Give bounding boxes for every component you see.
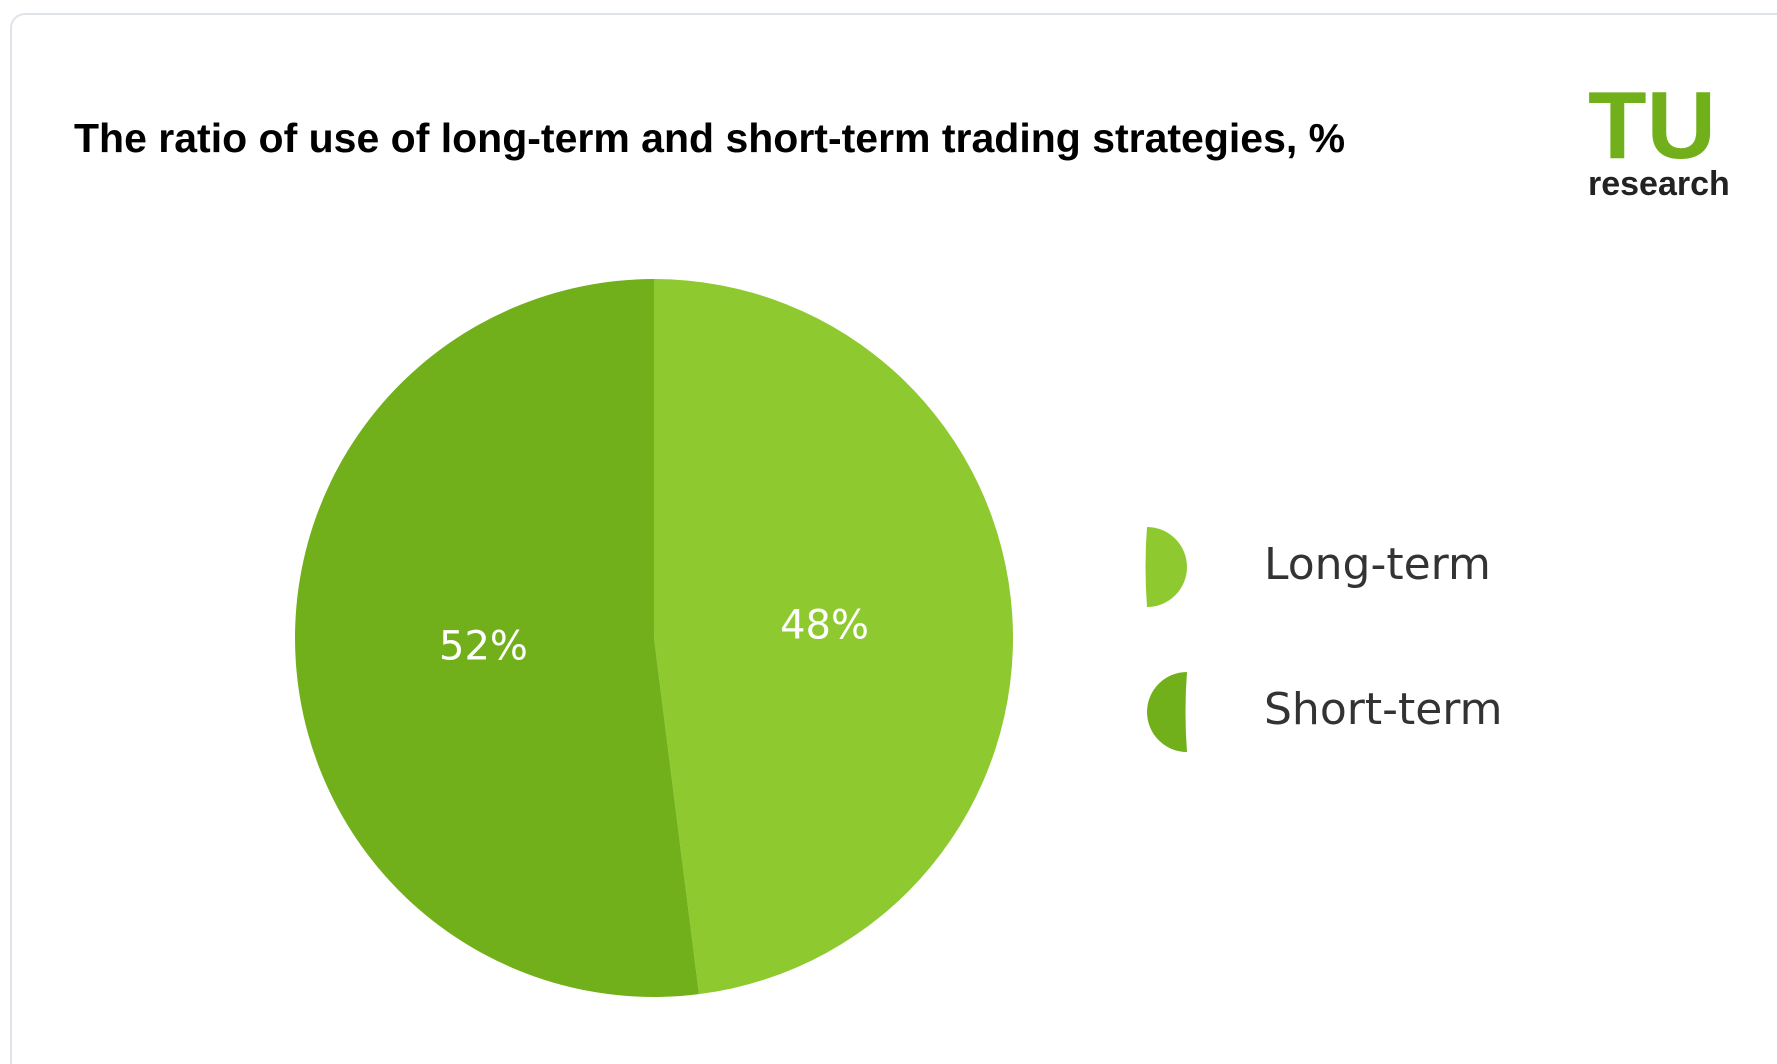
pie-slice [654,279,1014,995]
logo-mark: TU [1588,72,1716,179]
legend-label: Long-term [1264,539,1491,590]
value-label: 48% [780,602,869,648]
pie-slice [295,279,699,997]
logo-text: research [1588,165,1730,203]
legend-swatch [1147,672,1187,752]
legend-swatch [1145,527,1187,607]
chart-title: The ratio of use of long-term and short-… [74,115,1345,161]
value-label: 52% [439,624,528,670]
legend-label: Short-term [1264,684,1502,735]
